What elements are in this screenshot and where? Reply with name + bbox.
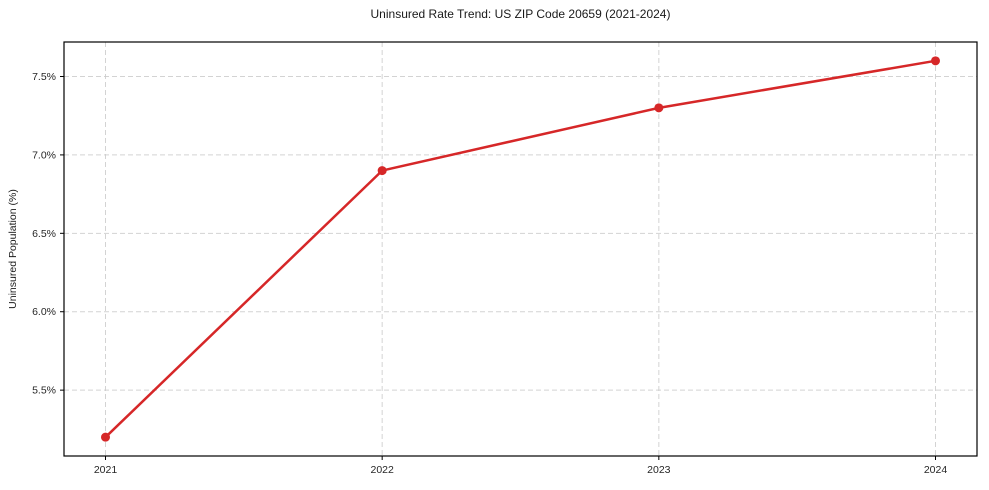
y-tick-label: 7.5% — [32, 71, 56, 83]
x-tick-label: 2023 — [647, 464, 671, 476]
y-tick-label: 6.5% — [32, 228, 56, 240]
y-axis-label: Uninsured Population (%) — [7, 189, 19, 309]
data-point — [931, 56, 940, 66]
y-tick-label: 5.5% — [32, 385, 56, 397]
x-tick-label: 2022 — [370, 464, 394, 476]
data-point — [654, 103, 664, 113]
trend-line — [104, 59, 937, 439]
x-tick-label: 2021 — [94, 464, 118, 476]
data-point — [377, 166, 387, 176]
y-tick-label: 7.0% — [32, 149, 56, 161]
y-tick-label: 6.0% — [32, 306, 56, 318]
data-point — [101, 432, 110, 442]
x-tick-label: 2024 — [924, 464, 948, 476]
chart-title: Uninsured Rate Trend: US ZIP Code 20659 … — [370, 7, 671, 21]
plot-frame — [63, 41, 978, 457]
